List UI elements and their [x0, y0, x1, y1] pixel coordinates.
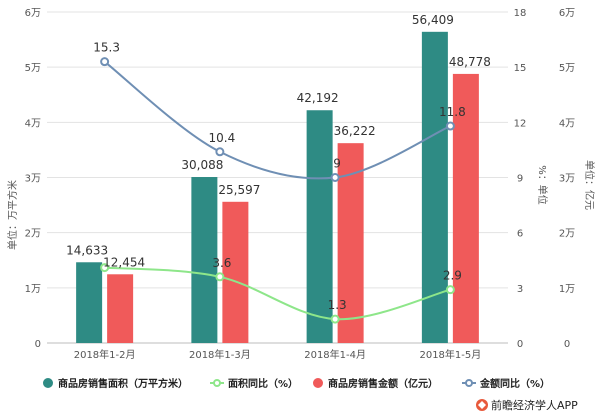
bar-sales-area — [191, 177, 218, 343]
right-axis-tick: 1万 — [559, 284, 575, 295]
legend-marker — [313, 378, 323, 388]
bar-data-label: 56,409 — [412, 13, 454, 27]
x-axis-tick: 2018年1-2月 — [74, 348, 136, 361]
line-point — [215, 272, 225, 282]
line-data-label: 15.3 — [93, 41, 120, 55]
bar-sales-area — [421, 31, 448, 343]
right-axis-tick: 0 — [564, 339, 570, 350]
left-axis-title: 单位：万平方米 — [6, 180, 19, 250]
left-axis-tick: 3万 — [25, 174, 41, 185]
right-axis-tick: 6万 — [559, 8, 575, 19]
left-axis-tick: 4万 — [25, 118, 41, 129]
percent-axis-tick: 0 — [517, 339, 523, 350]
legend-label: 商品房销售金额（亿元） — [328, 377, 438, 390]
bar-data-label: 48,778 — [449, 55, 491, 69]
line-point — [330, 314, 340, 324]
line-point — [215, 147, 225, 157]
percent-axis-tick: 3 — [517, 284, 523, 295]
bar-data-label: 36,222 — [334, 124, 376, 138]
legend-label: 商品房销售面积（万平方米） — [58, 377, 188, 390]
left-axis-tick: 6万 — [25, 8, 41, 19]
bar-sales-amount — [452, 73, 479, 344]
right-axis-tick: 3万 — [559, 174, 575, 185]
left-axis-tick: 0 — [35, 339, 41, 350]
line-amount-yoy — [104, 60, 451, 180]
bar-sales-area — [306, 110, 333, 343]
right-axis-tick: 2万 — [559, 229, 575, 240]
line-data-label: 9 — [333, 157, 341, 171]
left-axis-tick: 5万 — [25, 63, 41, 74]
bar-sales-area — [76, 262, 103, 343]
line-point — [100, 263, 110, 273]
data-labels: 14,633 30,088 42,192 56,409 12,454 25,597 36,2… — [66, 13, 491, 312]
source-text: 前瞻经济学人APP — [491, 398, 578, 412]
line-area-yoy — [104, 266, 451, 321]
legend-label: 金额同比（%） — [479, 377, 550, 390]
line-point — [330, 173, 340, 182]
percent-axis-tick: 12 — [514, 118, 527, 129]
bar-sales-amount — [222, 201, 249, 343]
right-axis-title: 单位：亿元 — [583, 160, 596, 210]
bar-data-label: 12,454 — [103, 255, 145, 269]
percent-axis-tick: 9 — [517, 174, 523, 185]
bar-data-label: 25,597 — [218, 183, 260, 197]
left-axis-tick: 1万 — [25, 284, 41, 295]
line-data-label: 3.6 — [212, 256, 231, 270]
bar-sales-amount — [337, 143, 364, 343]
legend-label: 面积同比（%） — [228, 377, 298, 390]
legend-marker-dot — [465, 379, 473, 387]
left-axis-tick: 2万 — [25, 229, 41, 240]
right-axis-tick: 4万 — [559, 118, 575, 129]
bar-sales-amount — [107, 274, 134, 343]
bar-data-label: 42,192 — [297, 91, 339, 105]
percent-axis-title: %：单位 — [536, 165, 549, 205]
percent-axis-tick: 18 — [514, 8, 527, 19]
percent-axis-tick: 15 — [514, 63, 527, 74]
legend-marker — [43, 378, 53, 388]
line-data-label: 1.3 — [328, 298, 347, 312]
line-point — [445, 285, 455, 295]
percent-axis-tick: 6 — [517, 229, 523, 240]
brand-logo-icon — [476, 399, 488, 411]
line-data-label: 10.4 — [209, 131, 236, 145]
source-credit: 前瞻经济学人APP — [476, 398, 578, 412]
legend-marker-dot — [213, 379, 221, 387]
axes: 0 0 0 1万 3 1万 2万 6 2万 3万 9 3万 4万 12 4万 5万 15 5万 6万 18 6万单位：万… — [6, 8, 596, 361]
bar-data-label: 30,088 — [181, 158, 223, 172]
x-axis-tick: 2018年1-5月 — [419, 348, 481, 361]
line-point — [100, 57, 110, 67]
line-data-label: 2.9 — [443, 269, 462, 283]
line-point — [445, 121, 455, 131]
bar-data-label: 14,633 — [66, 243, 108, 257]
line-data-label: 11.8 — [439, 105, 466, 119]
legend: 商品房销售面积（万平方米） 面积同比（%） 商品房销售金额（亿元） 金额同比（%） — [43, 377, 550, 390]
x-axis-tick: 2018年1-3月 — [189, 348, 251, 361]
bars — [76, 31, 479, 344]
x-axis-tick: 2018年1-4月 — [304, 348, 366, 361]
right-axis-tick: 5万 — [559, 63, 575, 74]
lines — [100, 57, 455, 324]
